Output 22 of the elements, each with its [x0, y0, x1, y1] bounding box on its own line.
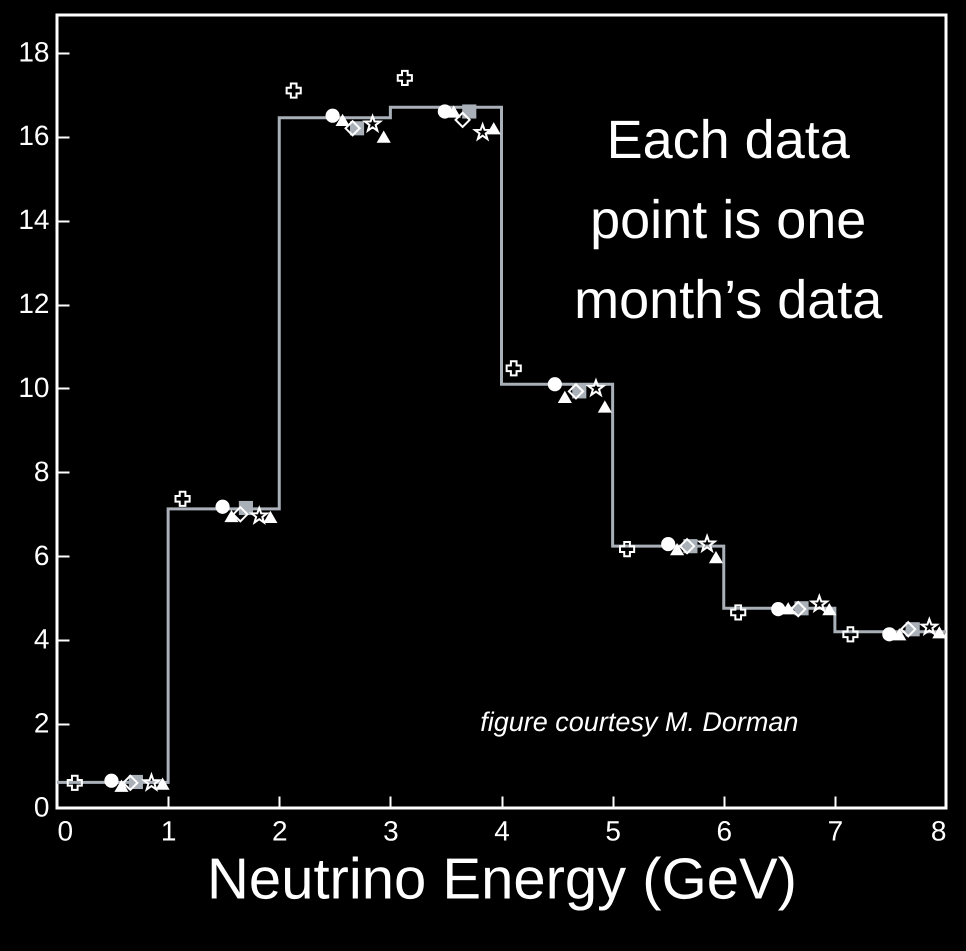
x-tick-label: 4: [494, 816, 510, 846]
y-tick-label: 10: [18, 372, 50, 403]
x-axis-title: Neutrino Energy (GeV): [207, 846, 797, 912]
annotation: Each data point is one month’s data: [574, 110, 884, 330]
x-tick-label: 1: [160, 816, 176, 846]
y-tick-label: 18: [18, 36, 50, 68]
y-tick-label: 2: [34, 708, 50, 739]
y-tick-label: 6: [34, 540, 50, 571]
y-tick-label: 12: [18, 288, 50, 320]
x-tick-label: 3: [383, 816, 399, 846]
y-tick-label: 8: [34, 456, 50, 487]
y-tick-label: 0: [34, 792, 50, 822]
x-tick-label: 0: [58, 816, 74, 846]
x-tick-label: 5: [605, 816, 621, 846]
x-tick-label: 7: [828, 816, 844, 846]
x-tick-label: 6: [716, 816, 732, 846]
x-tick-label: 2: [272, 816, 288, 846]
x-tick-label: 8: [930, 816, 946, 846]
y-tick-label: 4: [34, 624, 50, 655]
y-tick-label: 16: [18, 120, 50, 152]
annotation: figure courtesy M. Dorman: [480, 707, 798, 737]
y-tick-label: 14: [18, 204, 50, 236]
